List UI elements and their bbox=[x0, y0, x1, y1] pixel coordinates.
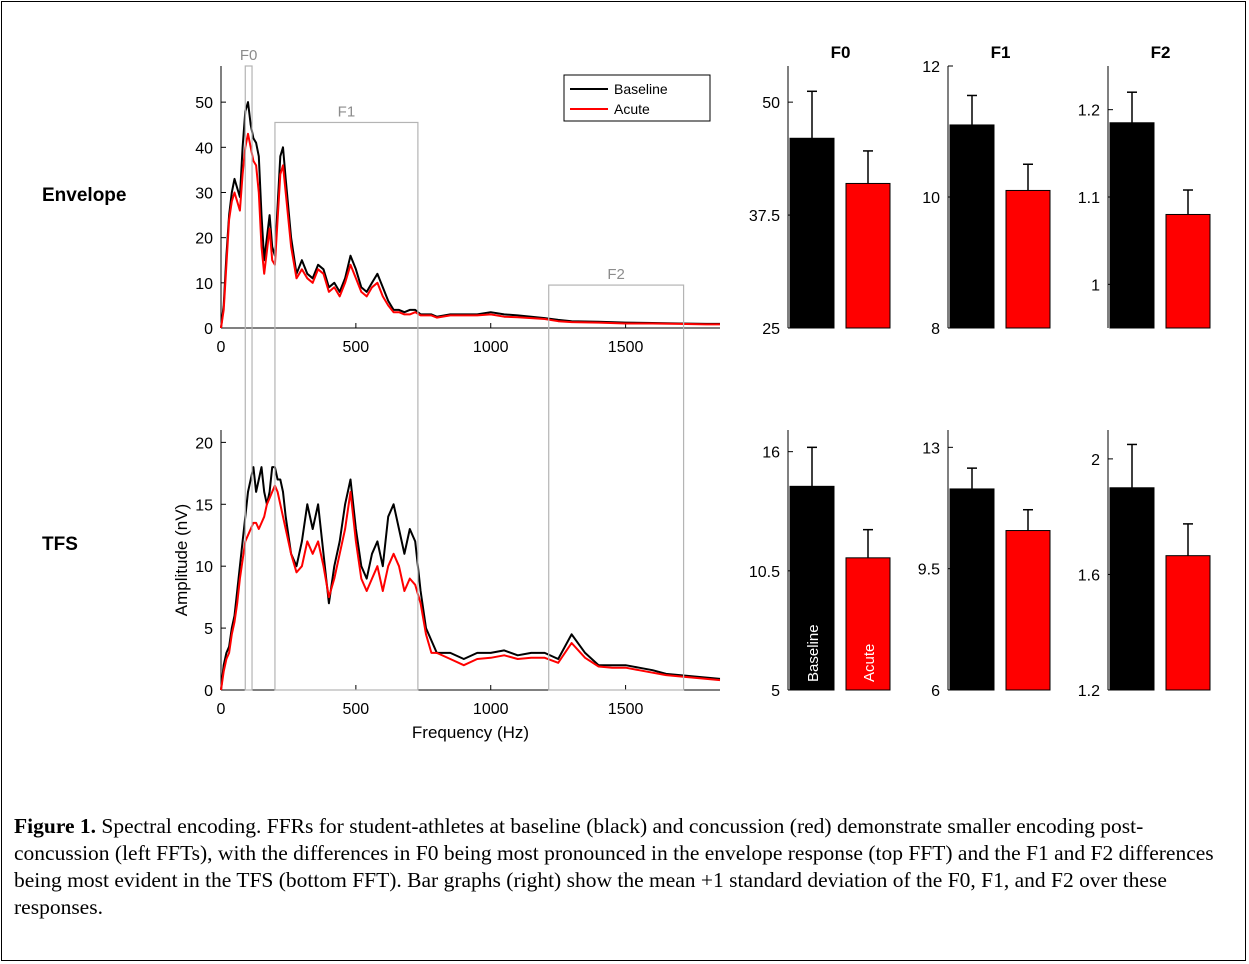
bar-acute bbox=[1165, 555, 1211, 691]
series-line-acute bbox=[220, 132, 720, 329]
series-line-baseline bbox=[220, 466, 721, 691]
bar-acute bbox=[845, 182, 891, 329]
bar-chart: 1 1.1 1.2 F2 bbox=[1078, 43, 1211, 329]
legend-label-baseline: Baseline bbox=[614, 81, 668, 97]
y-tick-label: 10 bbox=[922, 190, 940, 207]
bar-baseline bbox=[1109, 122, 1155, 329]
bar-chart-title: F2 bbox=[1151, 43, 1171, 62]
bar-baseline bbox=[949, 124, 995, 329]
bar-baseline bbox=[789, 485, 835, 691]
row-label-tfs: TFS bbox=[42, 534, 78, 555]
row-label-envelope: Envelope bbox=[42, 185, 126, 206]
figure-panels: Envelope TFS 0 500 1000 150001020304050Base… bbox=[42, 43, 1211, 742]
x-tick-label: 1500 bbox=[608, 339, 644, 356]
x-tick-label: 1000 bbox=[473, 701, 509, 718]
region-label-f1: F1 bbox=[338, 103, 356, 120]
y-tick-label: 10 bbox=[195, 276, 213, 293]
bar-chart: 1.2 1.6 2 bbox=[1078, 430, 1211, 700]
legend-box bbox=[563, 74, 711, 122]
line-chart-tfs: 0 500 1000 1500 0 5 10 15 20 Frequency (Hz) Amplit… bbox=[172, 430, 721, 742]
y-tick-label: 10.5 bbox=[749, 564, 780, 581]
y-tick-label: 1.2 bbox=[1078, 103, 1100, 120]
region-label-f0: F0 bbox=[240, 47, 258, 64]
y-tick-label: 1.6 bbox=[1078, 567, 1100, 584]
region-boxes: F0 F1 F2 bbox=[240, 47, 685, 691]
bar-baseline bbox=[1109, 487, 1155, 691]
region-box-f2 bbox=[548, 284, 685, 691]
bar-chart: 6 9.5 13 bbox=[918, 430, 1051, 700]
y-tick-label: 37.5 bbox=[749, 208, 780, 225]
bar-chart: 5 10.5 16 Baseline Acute bbox=[749, 430, 891, 700]
legend-label-acute: Acute bbox=[614, 101, 650, 117]
x-axis-label: Frequency (Hz) bbox=[412, 723, 529, 742]
y-tick-label: 0 bbox=[204, 683, 213, 700]
bar-chart: 25 37.5 50 F0 bbox=[749, 43, 891, 338]
bar-baseline bbox=[949, 488, 995, 691]
y-tick-label: 40 bbox=[195, 140, 213, 157]
y-tick-label: 16 bbox=[762, 445, 780, 462]
x-tick-label: 1500 bbox=[608, 701, 644, 718]
bar-baseline bbox=[789, 137, 835, 329]
caption-label: Figure 1. bbox=[14, 814, 97, 838]
y-tick-label: 30 bbox=[195, 185, 213, 202]
y-tick-label: 5 bbox=[204, 621, 213, 638]
bar-acute bbox=[1005, 189, 1051, 329]
y-tick-label: 50 bbox=[195, 95, 213, 112]
y-tick-label: 1 bbox=[1091, 277, 1100, 294]
bar-acute bbox=[1165, 213, 1211, 329]
bar-chart-title: F0 bbox=[831, 43, 851, 62]
y-tick-label: 10 bbox=[195, 559, 213, 576]
x-tick-label: 0 bbox=[217, 339, 226, 356]
x-tick-label: 500 bbox=[343, 701, 370, 718]
y-tick-label: 1.2 bbox=[1078, 683, 1100, 700]
y-tick-label: 13 bbox=[922, 440, 940, 457]
bar-label-acute: Acute bbox=[861, 644, 878, 682]
series-line-baseline bbox=[220, 101, 720, 329]
bar-acute bbox=[845, 557, 891, 691]
bar-chart-title: F1 bbox=[991, 43, 1011, 62]
x-tick-label: 500 bbox=[343, 339, 370, 356]
x-tick-label: 1000 bbox=[473, 339, 509, 356]
y-axis-label: Amplitude (nV) bbox=[172, 504, 191, 616]
bar-acute bbox=[1005, 530, 1051, 691]
y-tick-label: 25 bbox=[762, 321, 780, 338]
y-tick-label: 0 bbox=[204, 321, 213, 338]
y-tick-label: 15 bbox=[195, 497, 213, 514]
figure-caption: Figure 1. Spectral encoding. FFRs for st… bbox=[14, 813, 1229, 921]
y-tick-label: 8 bbox=[931, 321, 940, 338]
bar-chart: 8 10 12 F1 bbox=[922, 43, 1051, 338]
y-tick-label: 50 bbox=[762, 95, 780, 112]
y-tick-label: 5 bbox=[771, 683, 780, 700]
x-tick-label: 0 bbox=[217, 701, 226, 718]
series-line-acute bbox=[220, 484, 721, 691]
region-label-f2: F2 bbox=[607, 266, 625, 283]
region-box-f1 bbox=[274, 121, 419, 691]
y-tick-label: 9.5 bbox=[918, 562, 940, 579]
y-tick-label: 1.1 bbox=[1078, 190, 1100, 207]
caption-text: Spectral encoding. FFRs for student-athl… bbox=[14, 814, 1214, 919]
y-tick-label: 20 bbox=[195, 435, 213, 452]
region-box-f0 bbox=[244, 65, 253, 691]
line-chart-envelope: 0 500 1000 1500 0 10 20 30 40 50 Baseline Acute bbox=[195, 66, 720, 356]
bar-label-baseline: Baseline bbox=[805, 624, 822, 682]
y-tick-label: 12 bbox=[922, 59, 940, 76]
y-tick-label: 6 bbox=[931, 683, 940, 700]
y-tick-label: 2 bbox=[1091, 452, 1100, 469]
y-tick-label: 20 bbox=[195, 231, 213, 248]
